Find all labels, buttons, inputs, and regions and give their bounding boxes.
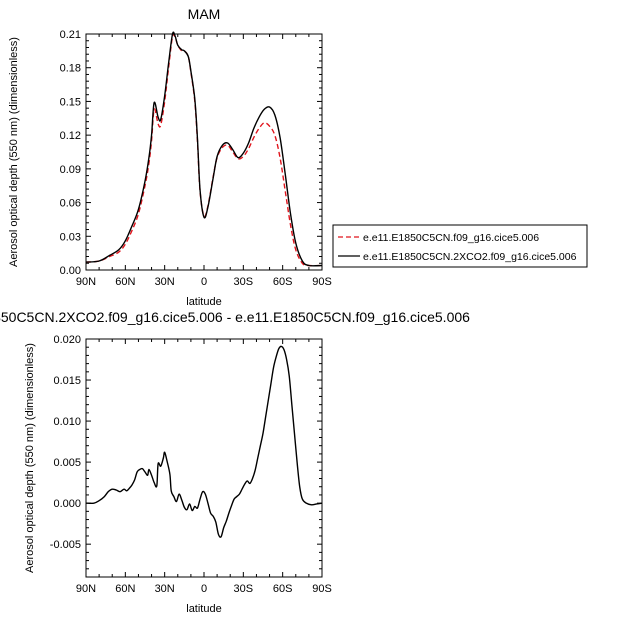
bottom-x-tick-label: 0 xyxy=(201,583,207,595)
top-y-tick-label: 0.06 xyxy=(60,198,81,210)
top-plot-frame xyxy=(85,33,323,271)
legend-box xyxy=(332,224,588,268)
bottom-y-tick-label: 0.015 xyxy=(53,375,81,387)
bottom-series-line-0 xyxy=(85,345,323,538)
bottom-chart-title: e.e11.E1850C5CN.2XCO2.f09_g16.cice5.006 … xyxy=(0,309,470,325)
bottom-y-tick-label: -0.005 xyxy=(50,539,81,551)
top-y-tick-label: 0.09 xyxy=(60,164,81,176)
bottom-x-tick-label: 60N xyxy=(115,583,135,595)
top-y-tick-label: 0.12 xyxy=(60,130,81,142)
bottom-x-tick-label: 90S xyxy=(312,583,332,595)
top-y-axis-label: Aerosol optical depth (550 nm) (dimensio… xyxy=(8,37,20,267)
top-y-tick-label: 0.00 xyxy=(60,265,81,277)
top-x-axis-label: latitude xyxy=(186,296,221,308)
top-x-tick-label: 60S xyxy=(273,276,293,288)
top-y-tick-label: 0.21 xyxy=(60,29,81,41)
top-y-tick-label: 0.18 xyxy=(60,63,81,75)
legend-label-0: e.e11.E1850C5CN.f09_g16.cice5.006 xyxy=(363,232,539,244)
bottom-x-tick-label: 30S xyxy=(234,583,254,595)
bottom-y-tick-label: 0.000 xyxy=(53,498,81,510)
legend-label-1: e.e11.E1850C5CN.2XCO2.f09_g16.cice5.006 xyxy=(363,251,577,263)
top-x-tick-label: 90S xyxy=(312,276,332,288)
bottom-panel: e.e11.E1850C5CN.2XCO2.f09_g16.cice5.006 … xyxy=(0,309,470,615)
bottom-y-tick-label: 0.010 xyxy=(53,416,81,428)
top-panel: MAM 90N 60N 30N 0 30S 60S 90S 0.00 0.03 0.06 0.09 0… xyxy=(8,6,332,308)
top-x-tick-label: 0 xyxy=(201,276,207,288)
bottom-y-tick-label: 0.020 xyxy=(53,334,81,346)
bottom-y-tick-label: 0.005 xyxy=(53,457,81,469)
bottom-y-axis-label: Aerosol optical depth (550 nm) (dimensio… xyxy=(24,343,36,573)
top-series-line-1 xyxy=(85,31,323,267)
bottom-x-tick-label: 30N xyxy=(155,583,175,595)
top-x-tick-label: 60N xyxy=(115,276,135,288)
top-chart-title: MAM xyxy=(188,6,221,22)
bottom-plot-frame xyxy=(85,338,323,578)
top-y-tick-label: 0.03 xyxy=(60,231,81,243)
top-x-tick-label: 30S xyxy=(234,276,254,288)
top-y-tick-label: 0.15 xyxy=(60,96,81,108)
bottom-x-tick-label: 60S xyxy=(273,583,293,595)
top-x-tick-label: 30N xyxy=(155,276,175,288)
bottom-x-tick-label: 90N xyxy=(76,583,96,595)
top-series-line-0 xyxy=(85,33,323,267)
legend: e.e11.E1850C5CN.f09_g16.cice5.006 e.e11.… xyxy=(332,224,588,268)
top-x-tick-label: 90N xyxy=(76,276,96,288)
bottom-x-axis-label: latitude xyxy=(186,603,221,615)
